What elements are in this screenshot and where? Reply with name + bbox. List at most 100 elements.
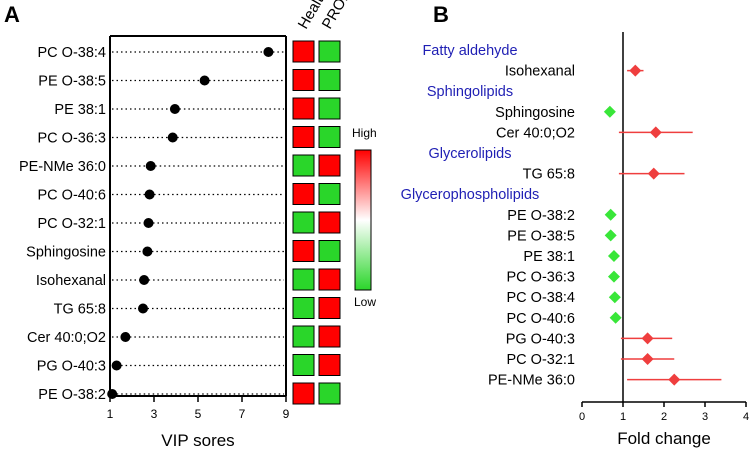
fold-change-point — [641, 332, 654, 345]
vip-point — [145, 161, 156, 171]
fold-change-point — [641, 353, 654, 365]
heatmap-cell-prom — [318, 325, 341, 348]
panel-b-x-tick-label: 1 — [620, 411, 626, 423]
fold-change-label: PC O-36:3 — [507, 270, 576, 286]
fold-change-point — [629, 64, 642, 77]
fold-change-point — [604, 229, 617, 242]
vip-point — [169, 104, 180, 114]
fold-change-label: Sphingosine — [495, 105, 575, 121]
heatmap-cell-prom — [318, 297, 341, 319]
vip-category-label: Sphingosine — [26, 245, 106, 261]
heatmap-cell-prom — [318, 211, 341, 234]
fold-change-label: PC O-38:4 — [507, 290, 576, 306]
heatmap-cell-prom — [318, 354, 341, 376]
heatmap-cell-healthy — [292, 325, 315, 348]
panel-b-x-tick-label: 4 — [743, 411, 749, 423]
vip-category-label: PC O-32:1 — [38, 216, 107, 232]
lipid-class-label: Fatty aldehyde — [422, 43, 517, 59]
vip-point — [139, 275, 150, 285]
colorbar-high-label: High — [352, 126, 377, 140]
vip-point — [263, 47, 274, 57]
heatmap-cell-healthy — [292, 211, 315, 234]
fold-change-point — [668, 373, 681, 386]
vip-category-label: PE-NMe 36:0 — [19, 159, 106, 175]
fold-change-label: Isohexanal — [505, 64, 575, 80]
heatmap-cell-healthy — [292, 154, 315, 177]
panel-a-x-tick-label: 1 — [107, 407, 114, 421]
panel-a-x-tick-label: 5 — [195, 407, 202, 421]
panel-b-x-tick-label: 3 — [702, 411, 708, 423]
heatmap-cell-healthy — [292, 40, 315, 63]
heatmap-cell-prom — [318, 126, 341, 148]
heatmap-cell-healthy — [292, 97, 315, 120]
fold-change-point — [604, 208, 617, 221]
panel-a-x-tick-label: 9 — [283, 407, 290, 421]
heatmap-cell-prom — [318, 154, 341, 177]
heatmap-cell-prom — [318, 268, 341, 291]
fold-change-point — [607, 270, 620, 283]
panel-a-x-tick-label: 7 — [239, 407, 246, 421]
heatmap-cell-prom — [318, 40, 341, 63]
vip-category-label: PG O-40:3 — [37, 359, 106, 375]
heatmap-cell-healthy — [292, 297, 315, 319]
heatmap-cell-healthy — [292, 354, 315, 376]
panel-b-x-tick-label: 0 — [579, 411, 585, 423]
heatmap-cell-prom — [318, 382, 341, 405]
panel-b-x-label: Fold change — [617, 429, 711, 448]
panel-b-label: B — [433, 2, 449, 27]
panel-a-x-label: VIP sores — [161, 431, 234, 450]
heatmap-cell-prom — [318, 69, 341, 91]
heatmap-cell-healthy — [292, 240, 315, 262]
heatmap-cell-healthy — [292, 382, 315, 405]
vip-category-label: PC O-36:3 — [38, 131, 107, 147]
vip-category-label: PE 38:1 — [54, 102, 106, 118]
vip-category-label: PE O-38:5 — [38, 74, 106, 90]
fold-change-point — [647, 167, 660, 180]
heatmap-cell-healthy — [292, 126, 315, 148]
vip-point — [107, 389, 118, 399]
fold-change-label: PG O-40:3 — [506, 331, 575, 347]
heatmap-cell-healthy — [292, 183, 315, 205]
vip-point — [143, 218, 154, 228]
panel-b: Fold change Fatty aldehyde Isohexanal Sphi… — [401, 32, 749, 448]
fold-change-label: PE 38:1 — [523, 249, 575, 265]
panel-b-x-tick-label: 2 — [661, 411, 667, 423]
vip-point — [120, 332, 131, 342]
fold-change-label: TG 65:8 — [523, 167, 575, 183]
fold-change-point — [649, 126, 662, 139]
colorbar-low-label: Low — [354, 295, 376, 309]
lipid-class-label: Sphingolipids — [427, 84, 513, 100]
vip-category-label: PE O-38:2 — [38, 387, 106, 403]
vip-category-label: TG 65:8 — [54, 302, 106, 318]
lipid-class-label: Glycerolipids — [429, 146, 512, 162]
heatmap-cell-healthy — [292, 69, 315, 91]
fold-change-label: PE-NMe 36:0 — [488, 373, 575, 389]
vip-point — [142, 246, 153, 257]
colorbar — [354, 149, 372, 291]
vip-category-label: Cer 40:0;O2 — [27, 330, 106, 346]
fold-change-point — [608, 291, 621, 304]
vip-category-label: Isohexanal — [36, 273, 106, 289]
vip-point — [138, 303, 148, 314]
heatmap-cell-healthy — [292, 268, 315, 291]
vip-point — [144, 189, 155, 200]
vip-point — [199, 75, 210, 86]
fold-change-label: Cer 40:0;O2 — [496, 125, 575, 141]
vip-category-label: PC O-38:4 — [38, 45, 107, 61]
vip-point — [111, 360, 122, 371]
panel-a-label: A — [4, 2, 20, 27]
fold-change-label: PC O-32:1 — [507, 352, 576, 368]
panel-a-x-tick-label: 3 — [151, 407, 158, 421]
fold-change-point — [603, 105, 616, 118]
fold-change-point — [609, 311, 622, 324]
heatmap-cell-prom — [318, 183, 341, 205]
panel-a: VIP sores Healthy PROM High Low PC O-38:… — [19, 0, 377, 450]
heatmap-cell-prom — [318, 240, 341, 262]
fold-change-label: PC O-40:6 — [507, 311, 576, 327]
heatmap-cell-prom — [318, 97, 341, 120]
vip-category-label: PC O-40:6 — [38, 188, 107, 204]
fold-change-label: PE O-38:2 — [507, 208, 575, 224]
lipid-class-label: Glycerophospholipids — [401, 187, 540, 203]
fold-change-label: PE O-38:5 — [507, 228, 575, 244]
